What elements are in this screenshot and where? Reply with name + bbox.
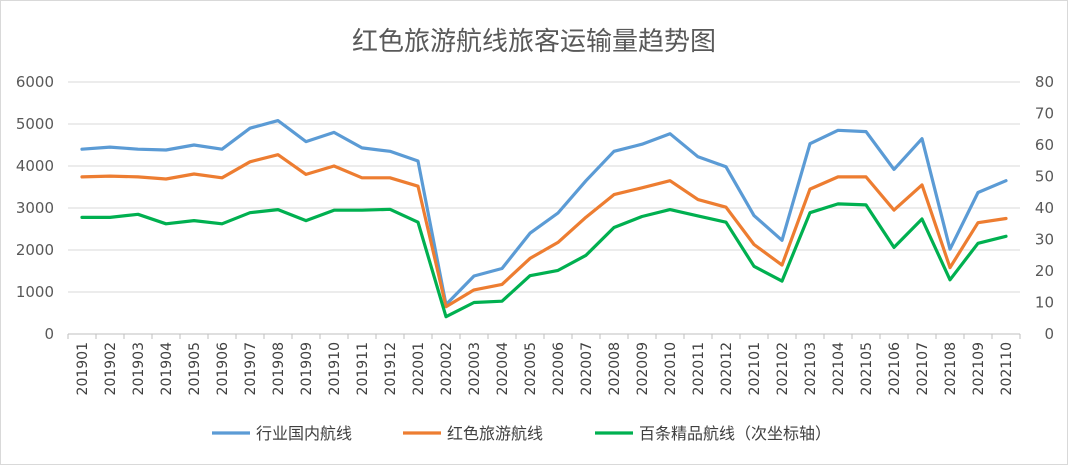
gridlines bbox=[68, 81, 1020, 335]
x-tick-label: 201912 bbox=[383, 342, 399, 395]
x-tick-label: 202108 bbox=[943, 342, 959, 395]
x-tick-label: 202003 bbox=[467, 342, 483, 395]
left-y-tick-label: 0 bbox=[44, 325, 54, 343]
left-y-tick-label: 5000 bbox=[16, 115, 54, 133]
legend-label: 百条精品航线（次坐标轴） bbox=[639, 424, 831, 443]
right-y-tick-label: 30 bbox=[1035, 231, 1054, 249]
right-y-tick-label: 20 bbox=[1035, 262, 1054, 280]
x-tick-label: 202004 bbox=[495, 342, 511, 396]
x-tick-label: 201904 bbox=[159, 342, 175, 396]
x-tick-label: 202006 bbox=[551, 342, 567, 396]
left-y-tick-label: 4000 bbox=[16, 157, 54, 175]
chart-title: 红色旅游航线旅客运输量趋势图 bbox=[352, 27, 716, 57]
right-y-tick-label: 70 bbox=[1035, 105, 1054, 123]
right-y-tick-label: 10 bbox=[1035, 294, 1054, 312]
legend-label: 行业国内航线 bbox=[256, 424, 352, 443]
x-tick-label: 202010 bbox=[663, 342, 679, 395]
series-line-1 bbox=[80, 118, 1008, 307]
x-tick-label: 201909 bbox=[299, 342, 315, 395]
left-y-tick-label: 1000 bbox=[16, 283, 54, 301]
x-tick-label: 201907 bbox=[243, 342, 259, 395]
x-tick-label: 202103 bbox=[803, 342, 819, 395]
left-y-tick-label: 3000 bbox=[16, 199, 54, 217]
x-tick-label: 201905 bbox=[187, 342, 203, 395]
right-y-axis: 0 10 20 30 40 50 60 70 80 bbox=[1035, 73, 1054, 343]
series-line-2 bbox=[80, 153, 1008, 309]
x-tick-label: 202007 bbox=[579, 342, 595, 395]
x-tick-label: 202001 bbox=[411, 342, 427, 395]
legend: 行业国内航线 红色旅游航线 百条精品航线（次坐标轴） bbox=[212, 424, 831, 443]
x-tick-label: 201902 bbox=[103, 342, 119, 395]
x-tick-label: 202002 bbox=[439, 342, 455, 395]
x-tick-label: 201901 bbox=[75, 342, 91, 395]
x-tick-label: 201903 bbox=[131, 342, 147, 395]
x-tick-label: 202011 bbox=[691, 342, 707, 395]
right-y-tick-label: 80 bbox=[1035, 73, 1054, 91]
x-tick-label: 202012 bbox=[719, 342, 735, 395]
right-y-tick-label: 40 bbox=[1035, 199, 1054, 217]
left-y-axis: 0 1000 2000 3000 4000 5000 6000 bbox=[16, 73, 54, 343]
legend-label: 红色旅游航线 bbox=[447, 424, 543, 443]
x-tick-label: 201911 bbox=[355, 342, 371, 395]
right-y-tick-label: 50 bbox=[1035, 168, 1054, 186]
right-y-tick-label: 0 bbox=[1044, 325, 1054, 343]
right-y-tick-label: 60 bbox=[1035, 136, 1054, 154]
x-axis: 201901 201902 201903 201904 201905 201906 2019… bbox=[67, 334, 1021, 396]
left-y-tick-label: 2000 bbox=[16, 241, 54, 259]
left-y-tick-label: 6000 bbox=[16, 73, 54, 91]
x-tick-label: 202104 bbox=[831, 342, 847, 396]
x-tick-label: 202106 bbox=[887, 342, 903, 396]
x-tick-label: 201908 bbox=[271, 342, 287, 395]
x-tick-label: 202009 bbox=[635, 342, 651, 395]
x-tick-label: 202110 bbox=[999, 342, 1015, 395]
x-tick-label: 202102 bbox=[775, 342, 791, 395]
x-tick-label: 201910 bbox=[327, 342, 343, 395]
x-tick-label: 202101 bbox=[747, 342, 763, 395]
x-tick-label: 202008 bbox=[607, 342, 623, 395]
x-tick-label: 202109 bbox=[971, 342, 987, 395]
x-tick-label: 201906 bbox=[215, 342, 231, 396]
series-lines bbox=[80, 118, 1008, 319]
series-line-3 bbox=[80, 202, 1008, 319]
x-tick-label: 202107 bbox=[915, 342, 931, 395]
x-tick-label: 202005 bbox=[523, 342, 539, 395]
x-tick-label: 202105 bbox=[859, 342, 875, 395]
